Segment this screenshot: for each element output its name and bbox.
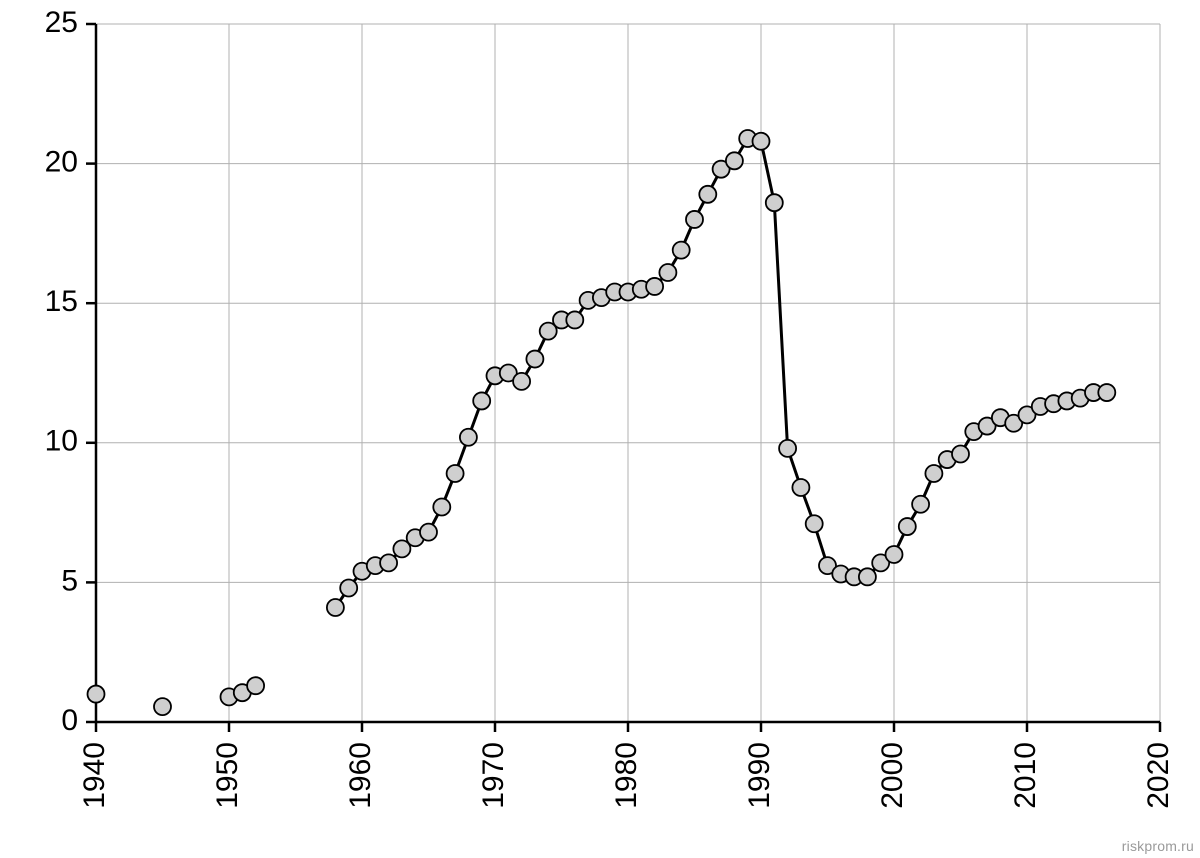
data-point <box>886 546 903 563</box>
y-tick-label: 0 <box>61 704 78 737</box>
data-point <box>526 351 543 368</box>
data-point <box>912 496 929 513</box>
data-point <box>753 133 770 150</box>
data-point <box>646 278 663 295</box>
data-point <box>566 311 583 328</box>
data-point <box>380 554 397 571</box>
y-tick-label: 20 <box>45 146 78 179</box>
data-point <box>420 524 437 541</box>
x-tick-label: 1980 <box>610 742 643 809</box>
y-tick-label: 25 <box>45 6 78 39</box>
data-point <box>779 440 796 457</box>
x-tick-label: 2010 <box>1009 742 1042 809</box>
data-point <box>899 518 916 535</box>
x-tick-label: 1940 <box>78 742 111 809</box>
data-point <box>686 211 703 228</box>
y-tick-label: 15 <box>45 285 78 318</box>
y-tick-label: 5 <box>61 564 78 597</box>
data-point <box>460 429 477 446</box>
chart-container: 1940 1950 1960 1970 1980 1990 2000 2010 2020 0 5 10… <box>0 0 1200 858</box>
data-point <box>859 568 876 585</box>
x-tick-label: 2020 <box>1142 742 1175 809</box>
data-point <box>247 677 264 694</box>
data-point <box>726 152 743 169</box>
data-point <box>433 499 450 516</box>
data-point <box>1098 384 1115 401</box>
data-point <box>659 264 676 281</box>
line-scatter-chart: 1940 1950 1960 1970 1980 1990 2000 2010 2020 0 5 10… <box>0 0 1200 858</box>
data-point <box>340 579 357 596</box>
x-tick-label: 1950 <box>211 742 244 809</box>
y-tick-label: 10 <box>45 425 78 458</box>
x-tick-label: 2000 <box>876 742 909 809</box>
x-tick-label: 1960 <box>344 742 377 809</box>
data-point <box>766 194 783 211</box>
data-point <box>792 479 809 496</box>
data-point <box>925 465 942 482</box>
data-point <box>952 445 969 462</box>
data-point <box>473 392 490 409</box>
x-tick-label: 1970 <box>477 742 510 809</box>
data-point <box>327 599 344 616</box>
data-point <box>673 242 690 259</box>
watermark-text: riskprom.ru <box>1122 838 1194 854</box>
data-point <box>699 186 716 203</box>
x-tick-label: 1990 <box>743 742 776 809</box>
data-point <box>513 373 530 390</box>
data-point <box>88 686 105 703</box>
data-point <box>154 698 171 715</box>
data-point <box>447 465 464 482</box>
data-point <box>806 515 823 532</box>
